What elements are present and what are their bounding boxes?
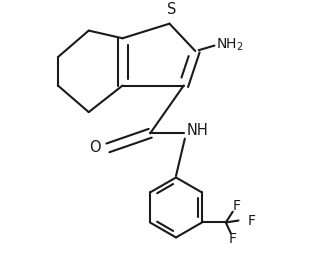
Text: F: F bbox=[229, 232, 237, 246]
Text: F: F bbox=[248, 214, 256, 227]
Text: NH$_2$: NH$_2$ bbox=[217, 37, 244, 53]
Text: F: F bbox=[232, 199, 241, 213]
Text: NH: NH bbox=[187, 123, 208, 138]
Text: S: S bbox=[167, 2, 176, 17]
Text: O: O bbox=[89, 140, 101, 155]
